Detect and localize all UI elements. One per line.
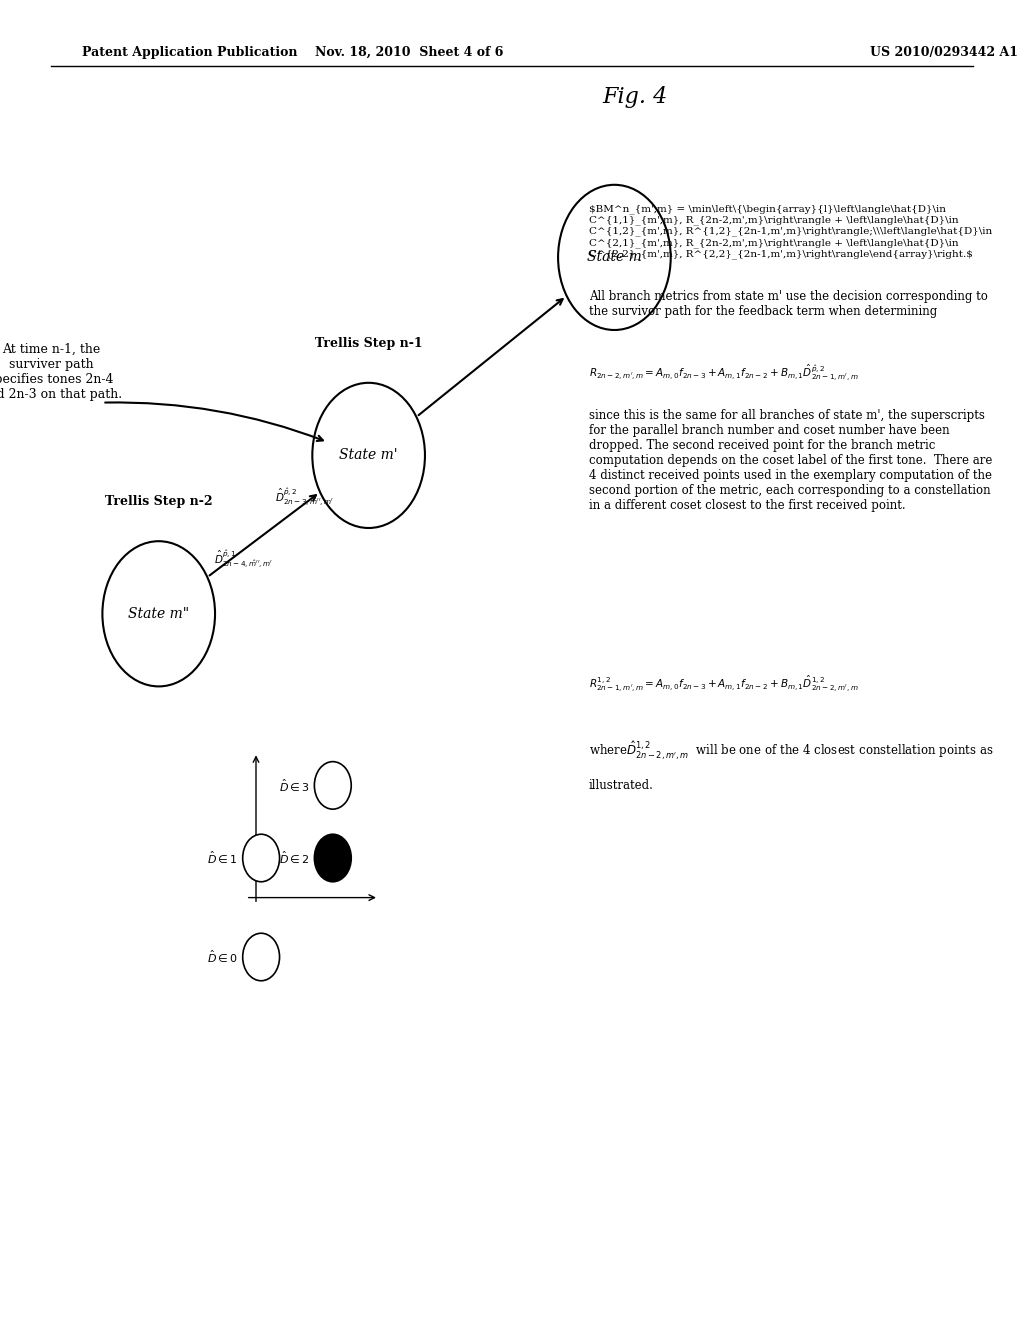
Text: $\hat{D} \in 0$: $\hat{D} \in 0$ (207, 949, 238, 965)
Circle shape (243, 834, 280, 882)
Text: Trellis Step n-2: Trellis Step n-2 (104, 495, 213, 508)
Circle shape (243, 933, 280, 981)
Text: $R^{1,2}_{2n-1,m',m} = A_{m,0}f_{2n-3} + A_{m,1}f_{2n-2} + B_{m,1}\hat{D}^{1,2}_: $R^{1,2}_{2n-1,m',m} = A_{m,0}f_{2n-3} +… (589, 673, 858, 694)
Text: $\hat{D} \in 1$: $\hat{D} \in 1$ (207, 850, 238, 866)
Text: since this is the same for all branches of state m', the superscripts
for the pa: since this is the same for all branches … (589, 409, 992, 512)
Text: $\hat{D} \in 3$: $\hat{D} \in 3$ (279, 777, 309, 793)
Text: At time n-1, the
surviver path
specifies tones 2n-4
and 2n-3 on that path.: At time n-1, the surviver path specifies… (0, 343, 122, 401)
Text: Trellis Step n-1: Trellis Step n-1 (314, 337, 423, 350)
Text: $BM^n_{m',m} = \min\left\{\begin{array}{l}\left\langle\hat{D}\in C^{1,1}_{m',m},: $BM^n_{m',m} = \min\left\{\begin{array}{… (589, 205, 992, 259)
Text: $R_{2n-2,m',m} = A_{m,0}f_{2n-3} + A_{m,1}f_{2n-2} + B_{m,1}\hat{D}^{\hat{p},2}_: $R_{2n-2,m',m} = A_{m,0}f_{2n-3} + A_{m,… (589, 363, 858, 384)
Text: Patent Application Publication: Patent Application Publication (82, 46, 297, 59)
Text: $\hat{D}^{\hat{p},2}_{2n-3,\hat{m}'',m'}$: $\hat{D}^{\hat{p},2}_{2n-3,\hat{m}'',m'}… (275, 486, 334, 508)
Text: US 2010/0293442 A1: US 2010/0293442 A1 (870, 46, 1019, 59)
Text: $\hat{D} \in 2$: $\hat{D} \in 2$ (279, 850, 309, 866)
Text: Nov. 18, 2010  Sheet 4 of 6: Nov. 18, 2010 Sheet 4 of 6 (315, 46, 504, 59)
Text: All branch metrics from state m' use the decision corresponding to
the survivor : All branch metrics from state m' use the… (589, 290, 988, 318)
Text: Fig. 4: Fig. 4 (602, 86, 668, 108)
Text: illustrated.: illustrated. (589, 779, 653, 792)
Circle shape (314, 834, 351, 882)
Text: where$\hat{D}^{1,2}_{2n-2,m',m}$  will be one of the 4 closest constellation poi: where$\hat{D}^{1,2}_{2n-2,m',m}$ will be… (589, 739, 993, 762)
Text: $\hat{D}^{\hat{p},1}_{2n-4,\hat{m}'',m'}$: $\hat{D}^{\hat{p},1}_{2n-4,\hat{m}'',m'}… (214, 548, 272, 570)
Circle shape (314, 762, 351, 809)
Text: State m': State m' (339, 449, 398, 462)
Text: State m": State m" (128, 607, 189, 620)
Text: State m: State m (587, 251, 642, 264)
